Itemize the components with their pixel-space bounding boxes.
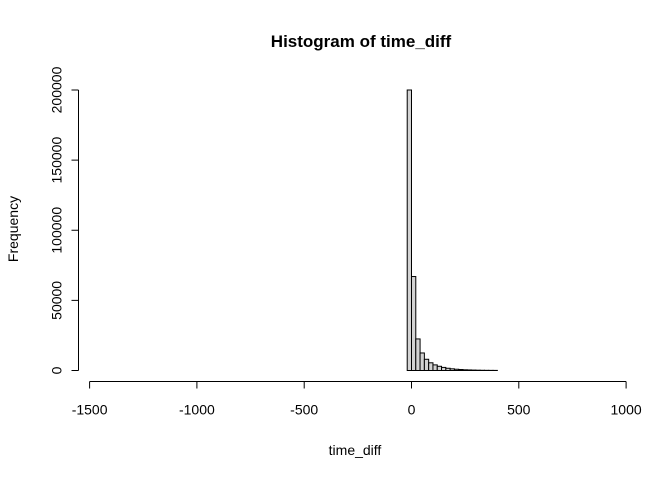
y-tick-label: 150000 [49,137,65,184]
histogram-bar [423,358,430,371]
histogram-bar [411,276,417,371]
x-axis: -1500 -1000 -500 0 500 1000 [72,381,642,418]
histogram-bar [406,89,412,371]
chart-title: Histogram of time_diff [271,32,452,51]
x-tick-label: 500 [507,402,531,418]
y-tick-label: 100000 [49,207,65,254]
histogram-bar [415,338,421,372]
histogram-bar [441,366,447,372]
histogram-bar [458,369,464,371]
y-tick-label: 200000 [49,66,65,113]
histogram-bar [449,368,455,372]
x-axis-label: time_diff [329,442,382,458]
y-axis: 0 50000 100000 150000 200000 [49,66,79,374]
x-tick-label: -500 [290,402,318,418]
histogram-bar [428,362,434,372]
histogram-bars [406,89,498,372]
histogram-bar [453,368,460,371]
x-tick-label: 1000 [611,402,642,418]
y-tick-label: 0 [49,366,65,374]
histogram-bar [445,367,451,372]
y-tick-label: 50000 [49,281,65,320]
histogram-bar [466,369,473,372]
y-axis-label: Frequency [5,196,21,262]
x-tick-label: 0 [408,402,416,418]
x-tick-label: -1500 [72,402,108,418]
histogram-bar [419,352,425,372]
histogram-bar [462,369,468,371]
histogram-bar [436,365,443,372]
x-tick-label: -1000 [179,402,215,418]
histogram-bar [432,364,438,372]
